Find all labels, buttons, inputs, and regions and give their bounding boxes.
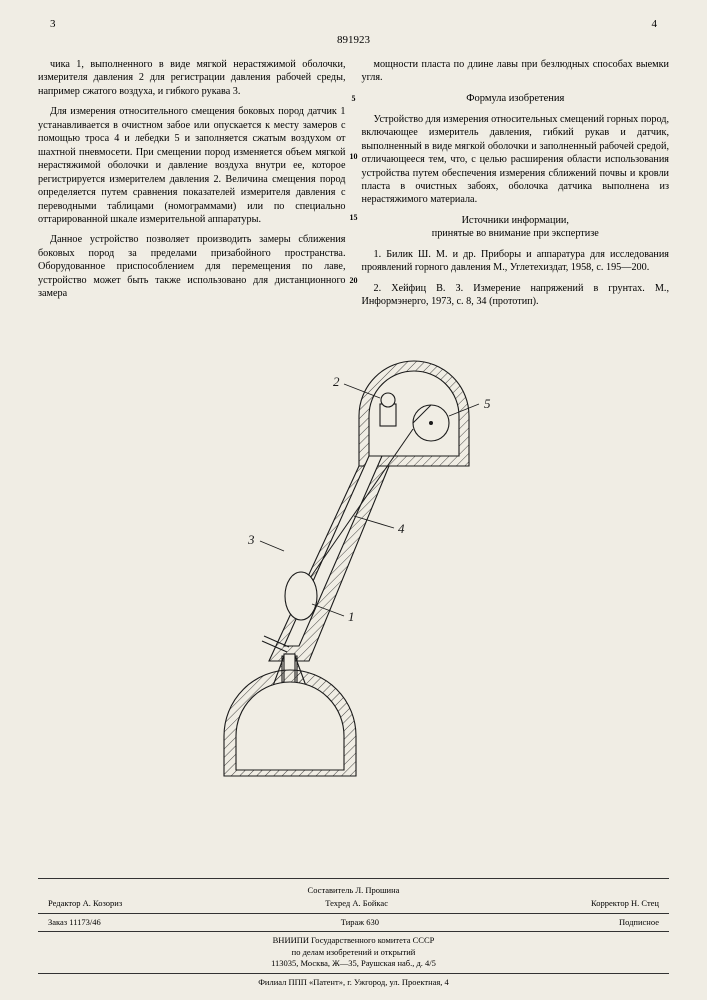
- text-columns: чика 1, выполненного в виде мягкой нерас…: [38, 58, 669, 348]
- right-p1: мощности пласта по длине лавы при безлюд…: [362, 58, 670, 85]
- document-number: 891923: [38, 34, 669, 46]
- label-3: 3: [247, 532, 255, 547]
- left-p1: чика 1, выполненного в виде мягкой нерас…: [38, 58, 346, 98]
- footer: Составитель Л. Прошина Редактор А. Козор…: [38, 878, 669, 988]
- order-number: Заказ 11173/46: [48, 917, 101, 928]
- label-1: 1: [348, 609, 355, 624]
- techred: Техред А. Бойкас: [325, 898, 388, 909]
- page-col-left: 3: [50, 18, 56, 30]
- org-line-2: по делам изобретений и открытий: [38, 947, 669, 958]
- line-num-15: 15: [350, 213, 358, 222]
- label-5: 5: [484, 396, 491, 411]
- corrector: Корректор Н. Стец: [591, 898, 659, 909]
- right-p3: 1. Билик Ш. М. и др. Приборы и аппаратур…: [362, 248, 670, 275]
- sources-title: Источники информации, принятые во вниман…: [362, 214, 670, 241]
- compiler: Составитель Л. Прошина: [308, 885, 400, 896]
- right-p4: 2. Хейфиц В. З. Измерение напряжений в г…: [362, 282, 670, 309]
- right-p2: Устройство для измерения относительных с…: [362, 113, 670, 207]
- left-p2: Для измерения относительного смещения бо…: [38, 105, 346, 226]
- org-line-1: ВНИИПИ Государственного комитета СССР: [38, 935, 669, 946]
- label-4: 4: [398, 521, 405, 536]
- tirazh: Тираж 630: [341, 917, 379, 928]
- formula-title: Формула изобретения: [362, 92, 670, 106]
- page-col-right: 4: [652, 18, 658, 30]
- left-column: чика 1, выполненного в виде мягкой нерас…: [38, 58, 346, 348]
- label-2: 2: [333, 374, 340, 389]
- line-num-10: 10: [350, 152, 358, 161]
- line-num-20: 20: [350, 276, 358, 285]
- left-p3: Данное устройство позволяет производить …: [38, 233, 346, 300]
- editor: Редактор А. Козориз: [48, 898, 122, 909]
- addr-2: Филиал ППП «Патент», г. Ужгород, ул. Про…: [38, 977, 669, 988]
- line-num-5: 5: [352, 94, 356, 103]
- right-column: мощности пласта по длине лавы при безлюд…: [362, 58, 670, 348]
- device-diagram: 5 2 4 3 1: [184, 356, 524, 786]
- addr-1: 113035, Москва, Ж—35, Раушская наб., д. …: [38, 958, 669, 969]
- sign: Подписное: [619, 917, 659, 928]
- figure: 5 2 4 3 1: [38, 356, 669, 786]
